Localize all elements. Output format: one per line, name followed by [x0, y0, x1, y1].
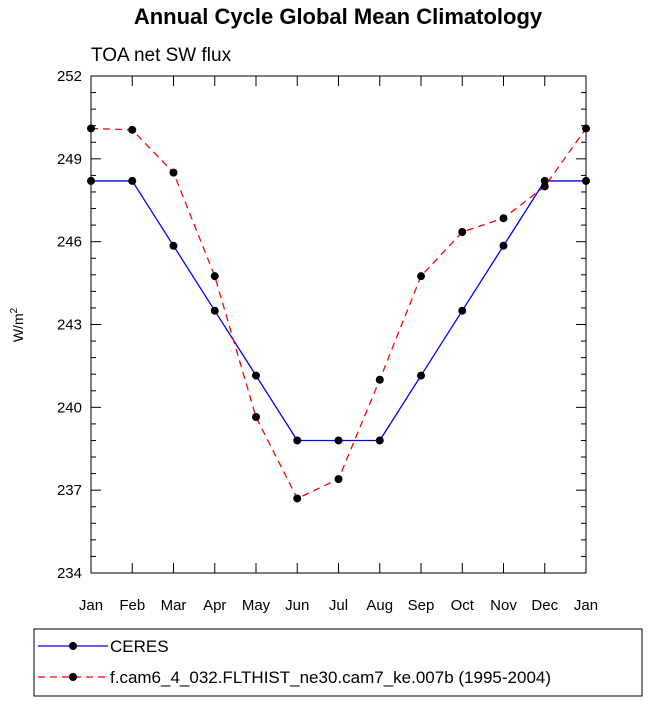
legend-marker-1 [69, 642, 77, 650]
x-tick-label: Mar [161, 597, 187, 614]
legend-label-2: f.cam6_4_032.FLTHIST_ne30.cam7_ke.007b (… [110, 668, 551, 687]
series-2-point [582, 124, 590, 133]
series-2-point [210, 272, 219, 281]
x-tick-label: May [242, 597, 271, 614]
legend-items: CERES f.cam6_4_032.FLTHIST_ne30.cam7_ke.0… [38, 637, 551, 687]
legend-marker-2 [69, 673, 77, 681]
y-tick-label: 249 [57, 151, 82, 168]
x-tick-label: Nov [490, 597, 517, 614]
x-tick-label: Apr [203, 597, 226, 614]
series-1-point [499, 241, 508, 250]
chart-title: Annual Cycle Global Mean Climatology [134, 4, 543, 29]
legend: CERES f.cam6_4_032.FLTHIST_ne30.cam7_ke.0… [33, 628, 643, 697]
series-1-point [210, 306, 219, 315]
series-line-1 [91, 180, 586, 442]
series-1-point [87, 176, 95, 185]
y-tick-label: 234 [57, 565, 82, 582]
ticks-layer [90, 75, 587, 574]
y-axis-title-text: W/m [10, 313, 26, 342]
y-tick-label: 252 [57, 68, 82, 85]
series-1-point [375, 436, 384, 445]
x-tick-labels: Jan Feb Mar Apr May Jun Jul Aug Sep Oct Nov Dec Jan [79, 597, 598, 614]
series-1-point [128, 176, 137, 185]
x-tick-label: Jun [285, 597, 309, 614]
series-2-point [458, 228, 467, 237]
series-1-point [252, 371, 260, 380]
series-1-point [582, 176, 590, 185]
series-1-point [334, 436, 343, 445]
series-1-point [169, 241, 178, 250]
svg-text:W/m2: W/m2 [9, 307, 26, 342]
y-tick-label: 246 [57, 234, 82, 251]
series-2-point [293, 494, 302, 503]
x-tick-label: Feb [119, 597, 145, 614]
x-tick-label: Jan [79, 597, 103, 614]
series-2-point [128, 125, 137, 134]
plot-frame [90, 75, 587, 574]
series-1-point [417, 371, 425, 380]
series-2-point [169, 168, 178, 177]
series-1-point [293, 436, 302, 445]
legend-box [33, 628, 643, 697]
y-tick-label: 243 [57, 317, 82, 334]
series-2-point [252, 412, 260, 421]
series-2-point [499, 214, 508, 223]
chart-subtitle: TOA net SW flux [91, 45, 232, 66]
x-tick-label: Oct [451, 597, 475, 614]
x-tick-label: Sep [408, 597, 435, 614]
series-2-point [334, 475, 343, 484]
y-axis-title: W/m2 [9, 307, 26, 342]
x-tick-label: Jul [329, 597, 348, 614]
series-2-point [87, 124, 95, 133]
series-1-point [458, 306, 467, 315]
series-2-point [375, 375, 384, 384]
y-axis-title-superscript: 2 [9, 307, 20, 313]
y-tick-label: 240 [57, 399, 82, 416]
x-tick-label: Aug [366, 597, 393, 614]
series-2-point [417, 272, 425, 281]
series-1-point [540, 176, 549, 185]
x-tick-label: Jan [574, 597, 598, 614]
legend-label-1: CERES [110, 637, 169, 656]
y-tick-labels: 234 237 240 243 246 249 252 [57, 68, 82, 582]
series-layer [87, 124, 590, 503]
series-2-point [540, 182, 549, 191]
x-tick-label: Dec [531, 597, 558, 614]
y-tick-label: 237 [57, 482, 82, 499]
